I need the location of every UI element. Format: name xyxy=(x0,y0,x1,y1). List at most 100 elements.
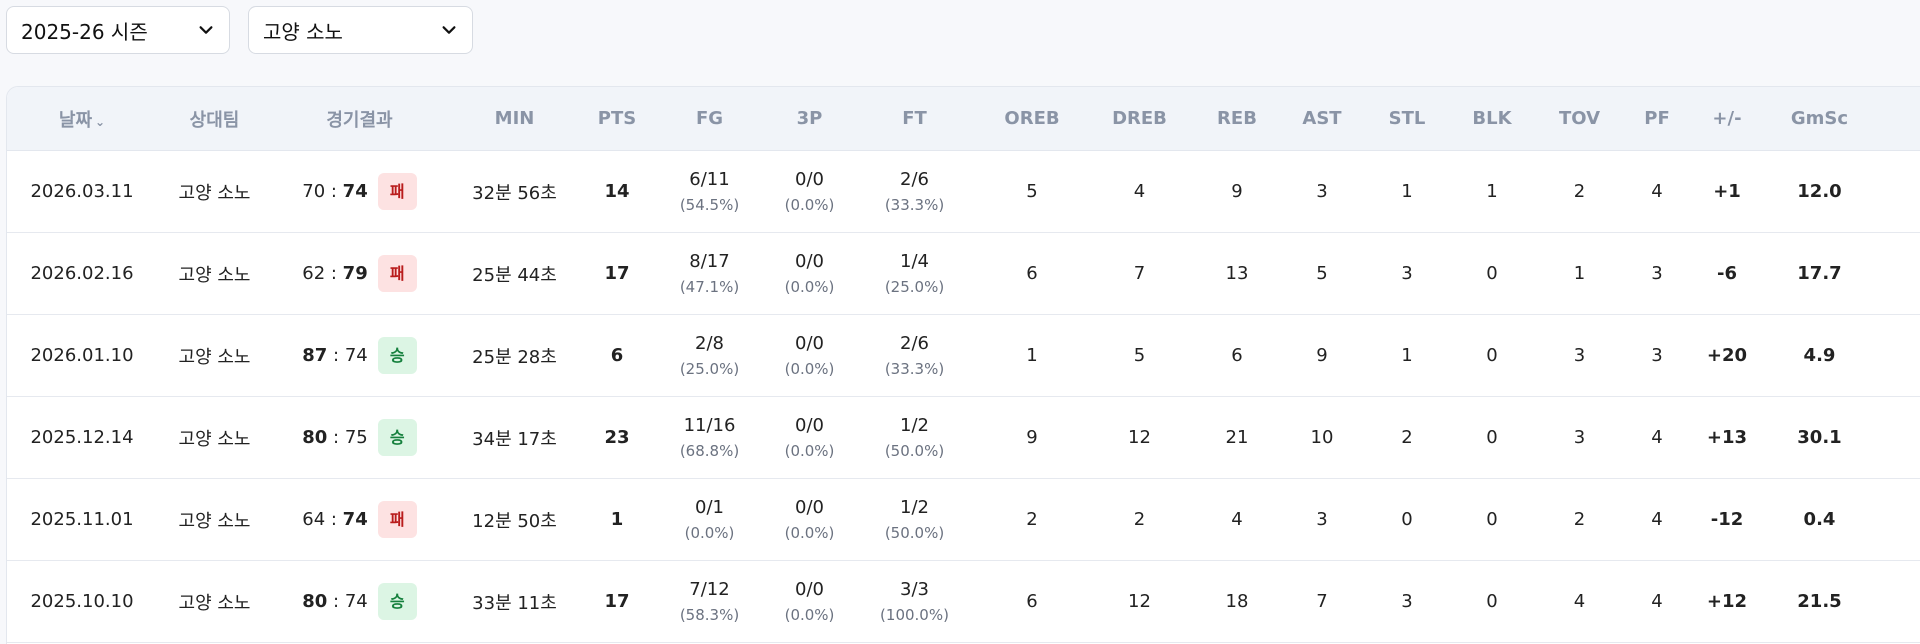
free-throws: 1/2 (50.0%) xyxy=(884,496,945,543)
points: 17 xyxy=(604,263,630,284)
table-row[interactable]: 2025.12.14 고양 소노 80 : 75 승 34분 17초 23 11… xyxy=(7,397,1920,479)
opponent-team: 고양 소노 xyxy=(178,592,251,614)
game-score: 4.9 xyxy=(1803,345,1836,366)
free-throws: 2/6 (33.3%) xyxy=(884,168,945,215)
header-stl: STL xyxy=(1388,108,1426,129)
result-badge: 승 xyxy=(377,419,417,456)
filter-bar: 2025-26 시즌 고양 소노 xyxy=(6,6,473,54)
score-right: 79 xyxy=(342,263,368,284)
table-row[interactable]: 2026.02.16 고양 소노 62 : 79 패 25분 44초 17 8/… xyxy=(7,233,1920,315)
defensive-rebounds: 4 xyxy=(1133,181,1146,202)
rebounds: 9 xyxy=(1231,181,1243,202)
game-result: 62 : 79 패 xyxy=(272,255,447,292)
plus-minus: -6 xyxy=(1717,263,1737,284)
score-left: 70 xyxy=(302,181,326,202)
points: 14 xyxy=(604,181,630,202)
header-date[interactable]: 날짜 ⌄ xyxy=(58,109,106,131)
minutes: 25분 28초 xyxy=(472,346,557,368)
blocks: 1 xyxy=(1486,181,1498,202)
game-date: 2025.10.10 xyxy=(30,591,134,612)
game-score: 12.0 xyxy=(1797,181,1842,202)
points: 23 xyxy=(604,427,630,448)
game-date: 2026.03.11 xyxy=(30,181,134,202)
plus-minus: +20 xyxy=(1706,345,1748,366)
three-pointers: 0/0 (0.0%) xyxy=(784,168,835,215)
season-select[interactable]: 2025-26 시즌 xyxy=(6,6,230,54)
header-tov: TOV xyxy=(1558,108,1601,129)
turnovers: 2 xyxy=(1573,181,1586,202)
score-right: 74 xyxy=(344,345,368,366)
header-plus-minus: +/- xyxy=(1712,108,1742,129)
defensive-rebounds: 12 xyxy=(1128,427,1151,448)
game-date: 2026.02.16 xyxy=(30,263,134,284)
game-score: 30.1 xyxy=(1797,427,1842,448)
score-left: 62 xyxy=(302,263,326,284)
game-result: 87 : 74 승 xyxy=(272,337,447,374)
plus-minus: +12 xyxy=(1706,591,1748,612)
personal-fouls: 3 xyxy=(1651,263,1663,284)
score-right: 74 xyxy=(342,509,368,530)
opponent-team: 고양 소노 xyxy=(178,428,251,450)
header-result: 경기결과 xyxy=(326,109,393,131)
personal-fouls: 4 xyxy=(1651,181,1663,202)
three-pointers: 0/0 (0.0%) xyxy=(784,496,835,543)
defensive-rebounds: 5 xyxy=(1133,345,1146,366)
offensive-rebounds: 2 xyxy=(1026,509,1038,530)
steals: 3 xyxy=(1401,591,1413,612)
header-opponent: 상대팀 xyxy=(189,109,240,131)
offensive-rebounds: 9 xyxy=(1026,427,1038,448)
table-row[interactable]: 2026.01.10 고양 소노 87 : 74 승 25분 28초 6 2/8… xyxy=(7,315,1920,397)
assists: 10 xyxy=(1310,427,1334,448)
free-throws: 1/4 (25.0%) xyxy=(884,250,945,297)
field-goals: 8/17 (47.1%) xyxy=(679,250,740,297)
game-result: 80 : 75 승 xyxy=(272,419,447,456)
minutes: 32분 56초 xyxy=(472,182,557,204)
game-score: 21.5 xyxy=(1797,591,1842,612)
table-row[interactable]: 2025.11.01 고양 소노 64 : 74 패 12분 50초 1 0/1… xyxy=(7,479,1920,561)
score-right: 74 xyxy=(342,181,368,202)
field-goals: 11/16 (68.8%) xyxy=(679,414,740,461)
minutes: 34분 17초 xyxy=(472,428,557,450)
chevron-down-icon xyxy=(199,26,213,34)
minutes: 33분 11초 xyxy=(472,592,557,614)
game-date: 2025.12.14 xyxy=(30,427,134,448)
steals: 2 xyxy=(1401,427,1413,448)
season-select-value: 2025-26 시즌 xyxy=(21,19,148,44)
header-ft: FT xyxy=(902,108,927,129)
result-badge: 승 xyxy=(377,337,417,374)
three-pointers: 0/0 (0.0%) xyxy=(784,414,835,461)
team-select[interactable]: 고양 소노 xyxy=(248,6,473,54)
offensive-rebounds: 1 xyxy=(1026,345,1038,366)
assists: 7 xyxy=(1316,591,1328,612)
defensive-rebounds: 7 xyxy=(1133,263,1146,284)
result-badge: 패 xyxy=(377,173,417,210)
turnovers: 3 xyxy=(1573,427,1586,448)
game-result: 80 : 74 승 xyxy=(272,583,447,620)
minutes: 12분 50초 xyxy=(472,510,557,532)
steals: 3 xyxy=(1401,263,1413,284)
free-throws: 1/2 (50.0%) xyxy=(884,414,945,461)
assists: 9 xyxy=(1316,345,1328,366)
header-gmsc: GmSc xyxy=(1790,108,1849,129)
game-result: 64 : 74 패 xyxy=(272,501,447,538)
score-left: 87 xyxy=(302,345,328,366)
table-row[interactable]: 2025.10.10 고양 소노 80 : 74 승 33분 11초 17 7/… xyxy=(7,561,1920,643)
field-goals: 0/1 (0.0%) xyxy=(684,496,735,543)
rebounds: 4 xyxy=(1231,509,1243,530)
rebounds: 21 xyxy=(1225,427,1249,448)
score-right: 75 xyxy=(344,427,368,448)
opponent-team: 고양 소노 xyxy=(178,182,251,204)
rebounds: 6 xyxy=(1231,345,1243,366)
table-row[interactable]: 2026.03.11 고양 소노 70 : 74 패 32분 56초 14 6/… xyxy=(7,151,1920,233)
personal-fouls: 4 xyxy=(1651,427,1663,448)
three-pointers: 0/0 (0.0%) xyxy=(784,578,835,625)
opponent-team: 고양 소노 xyxy=(178,346,251,368)
team-select-value: 고양 소노 xyxy=(263,19,343,44)
game-log-table: 날짜 ⌄ 상대팀 경기결과 MIN PTS FG 3P FT OREB DREB … xyxy=(6,86,1920,644)
points: 1 xyxy=(610,509,624,530)
game-date: 2025.11.01 xyxy=(30,509,134,530)
header-oreb: OREB xyxy=(1004,108,1060,129)
three-pointers: 0/0 (0.0%) xyxy=(784,332,835,379)
offensive-rebounds: 5 xyxy=(1026,181,1038,202)
steals: 1 xyxy=(1401,345,1413,366)
